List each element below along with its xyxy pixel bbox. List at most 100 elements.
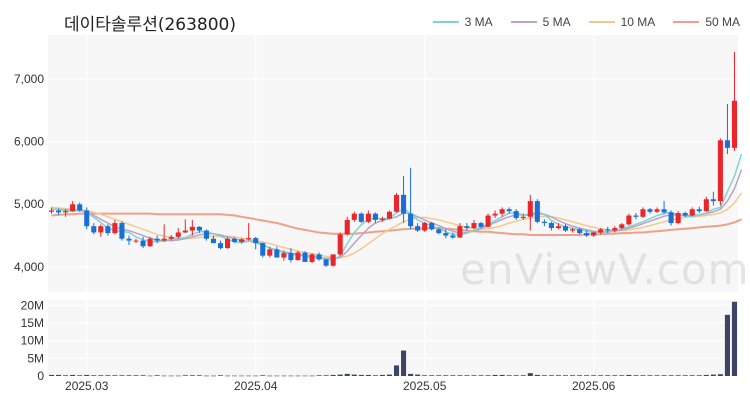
legend-label: 3 MA xyxy=(464,15,493,29)
volume-bar xyxy=(309,375,315,377)
volume-bar xyxy=(203,375,209,377)
volume-tick-label: 15M xyxy=(21,316,44,330)
candle-body xyxy=(436,229,442,234)
volume-bar xyxy=(598,375,604,376)
candle-body xyxy=(203,230,209,239)
candle-body xyxy=(274,249,280,258)
candle-body xyxy=(492,213,498,216)
candle-body xyxy=(429,223,435,230)
volume-bar xyxy=(260,375,266,376)
candle-body xyxy=(591,232,597,236)
candle-body xyxy=(126,238,132,241)
volume-bar xyxy=(379,374,385,376)
volume-bar xyxy=(492,374,498,376)
legend: 3 MA 5 MA 10 MA 50 MA xyxy=(432,15,740,29)
volume-bar xyxy=(70,374,76,376)
volume-bar xyxy=(182,375,188,376)
candle-body xyxy=(640,209,646,217)
candle-body xyxy=(464,226,470,229)
candle-body xyxy=(605,229,611,231)
candle-body xyxy=(562,226,569,231)
legend-label: 50 MA xyxy=(705,15,740,29)
candle-body xyxy=(386,211,393,219)
candle-body xyxy=(513,211,519,219)
volume-bar xyxy=(471,375,477,376)
volume-bar xyxy=(731,301,738,376)
candle-body xyxy=(140,240,146,247)
volume-bar xyxy=(570,375,576,376)
volume-bar xyxy=(499,374,505,376)
volume-bar xyxy=(450,375,456,376)
candle-body xyxy=(401,194,407,214)
candle-body xyxy=(161,238,167,241)
volume-bar xyxy=(562,375,569,376)
candle-body xyxy=(478,223,484,227)
candle-body xyxy=(225,238,231,249)
candle-body xyxy=(372,213,378,220)
candle-body xyxy=(710,199,716,202)
y-tick-label: 6,000 xyxy=(14,135,44,149)
volume-bar xyxy=(548,375,554,376)
candle-body xyxy=(105,226,111,234)
volume-bar xyxy=(119,375,125,376)
watermark-text: enViewV.com xyxy=(460,245,750,294)
legend-swatch xyxy=(510,21,537,23)
volume-bar xyxy=(682,375,688,376)
candle-body xyxy=(654,209,660,212)
candle-body xyxy=(422,223,428,231)
legend-swatch xyxy=(588,21,615,23)
candle-body xyxy=(633,215,639,217)
candle-body xyxy=(302,252,308,262)
candle-body xyxy=(330,254,336,266)
y-tick-label: 4,000 xyxy=(14,260,44,274)
candle-body xyxy=(668,212,674,224)
volume-bar xyxy=(239,375,245,377)
candle-body xyxy=(365,213,371,222)
volume-panel-bg xyxy=(48,300,738,376)
volume-bar xyxy=(77,375,83,376)
legend-swatch xyxy=(432,21,459,23)
volume-bar xyxy=(429,375,435,376)
volume-bar xyxy=(175,375,181,377)
volume-bar xyxy=(534,374,540,376)
candle-body xyxy=(175,232,181,237)
candle-body xyxy=(316,254,322,260)
candle-body xyxy=(696,209,702,212)
volume-bar xyxy=(555,375,561,376)
volume-bar xyxy=(351,374,357,376)
legend-item: 3 MA xyxy=(432,15,493,29)
candle-body xyxy=(112,223,118,234)
volume-bar xyxy=(84,374,90,376)
candle-body xyxy=(260,243,266,256)
candle-body xyxy=(337,234,343,255)
volume-bar xyxy=(274,375,280,377)
candle-body xyxy=(570,229,576,231)
candle-body xyxy=(457,226,463,238)
volume-bar xyxy=(661,375,667,376)
candle-body xyxy=(555,226,561,229)
volume-bar xyxy=(436,375,442,376)
volume-bar xyxy=(457,375,463,376)
candle-body xyxy=(323,259,329,266)
volume-bar xyxy=(112,375,118,376)
volume-bar xyxy=(196,375,202,376)
volume-bar xyxy=(577,375,583,376)
volume-bar xyxy=(63,375,69,376)
candle-body xyxy=(689,209,695,216)
volume-bar xyxy=(675,375,681,376)
chart-title: 데이타솔루션(263800) xyxy=(64,15,236,35)
volume-bar xyxy=(647,375,653,376)
candle-body xyxy=(703,199,709,212)
volume-bar xyxy=(126,375,132,376)
volume-bar xyxy=(48,374,55,376)
candle-body xyxy=(344,219,350,235)
volume-bar xyxy=(246,375,252,377)
volume-bar xyxy=(56,374,62,376)
volume-bar xyxy=(710,374,716,376)
volume-bar xyxy=(485,375,491,376)
volume-bar xyxy=(288,375,294,377)
candle-body xyxy=(724,140,730,148)
candle-body xyxy=(450,235,456,238)
